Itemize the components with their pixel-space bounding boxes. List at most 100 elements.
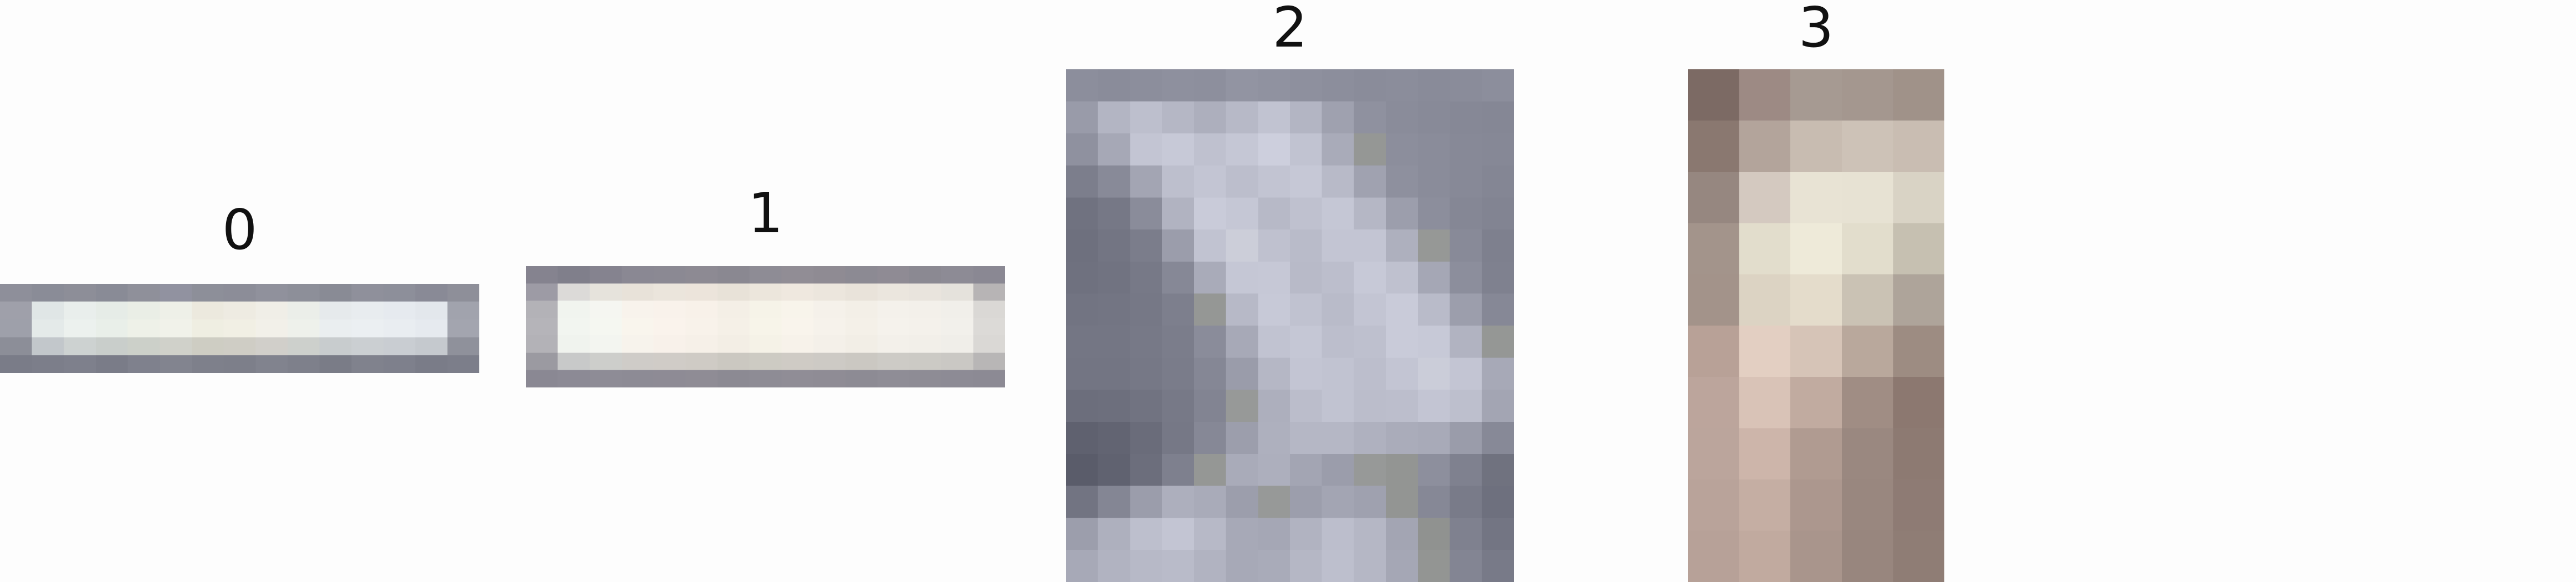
pixel <box>1482 165 1514 198</box>
panel-2: 2 <box>1066 0 1514 582</box>
pixel <box>1386 518 1419 551</box>
pixel <box>1226 453 1259 487</box>
pixel <box>1098 453 1131 487</box>
pixel <box>1066 325 1099 359</box>
pixel <box>557 300 591 319</box>
pixel <box>1417 261 1451 294</box>
pixel <box>526 353 559 371</box>
pixel <box>1417 133 1451 166</box>
pixel <box>1450 486 1483 519</box>
pixel <box>1130 197 1163 231</box>
pixel <box>718 353 750 371</box>
pixel <box>845 353 878 371</box>
pixel <box>1688 274 1740 327</box>
pixel <box>1098 486 1131 519</box>
pixel <box>1226 518 1259 551</box>
pixel <box>1322 133 1355 166</box>
pixel-grid <box>1066 69 1514 582</box>
pixel <box>1066 486 1099 519</box>
pixel <box>1226 229 1259 263</box>
pixel <box>1482 550 1514 582</box>
pixel <box>1098 133 1131 166</box>
pixel <box>1098 390 1131 423</box>
pixel <box>1290 486 1323 519</box>
pixel <box>1066 293 1099 326</box>
pixel <box>622 353 654 371</box>
pixel <box>160 302 193 320</box>
pixel <box>653 283 687 302</box>
pixel <box>877 370 910 387</box>
pixel <box>127 284 161 302</box>
pixel <box>1066 421 1099 455</box>
pixel <box>1841 223 1894 275</box>
pixel <box>447 319 479 338</box>
pixel <box>1386 390 1419 423</box>
pixel <box>1226 101 1259 134</box>
pixel <box>351 337 385 356</box>
pixel <box>1258 69 1291 102</box>
pixel <box>1194 293 1227 326</box>
pixel <box>1841 530 1894 582</box>
pixel <box>1194 518 1227 551</box>
pixel <box>415 319 448 338</box>
panel-1: 1 <box>526 186 1005 387</box>
pixel <box>877 353 910 371</box>
pixel <box>1098 358 1131 391</box>
pixel <box>1354 421 1387 455</box>
pixel <box>1162 453 1195 487</box>
panel-0-image <box>0 284 479 373</box>
pixel <box>1226 133 1259 166</box>
pixel <box>1739 325 1792 378</box>
pixel <box>288 355 320 373</box>
pixel <box>973 353 1005 371</box>
panel-0: 0 <box>0 202 479 373</box>
pixel <box>845 300 878 319</box>
panel-3: 3 <box>1688 0 1944 582</box>
pixel <box>1290 101 1323 134</box>
pixel <box>1258 133 1291 166</box>
pixel <box>1226 358 1259 391</box>
pixel <box>1417 421 1451 455</box>
pixel <box>1739 530 1792 582</box>
pixel <box>127 355 161 373</box>
pixel <box>877 318 910 336</box>
pixel-grid <box>1688 69 1944 582</box>
pixel <box>1226 293 1259 326</box>
pixel <box>1841 479 1894 532</box>
pixel <box>1290 229 1323 263</box>
pixel <box>1841 120 1894 173</box>
pixel <box>1790 274 1843 327</box>
pixel <box>223 302 257 320</box>
pixel <box>590 353 623 371</box>
pixel <box>1066 165 1099 198</box>
pixel <box>1354 197 1387 231</box>
pixel <box>1194 165 1227 198</box>
pixel <box>1162 229 1195 263</box>
pixel <box>1354 550 1387 582</box>
pixel <box>1322 390 1355 423</box>
pixel <box>749 300 782 319</box>
pixel <box>781 318 815 336</box>
pixel <box>1386 358 1419 391</box>
pixel <box>653 318 687 336</box>
pixel <box>319 337 352 356</box>
pixel <box>1130 486 1163 519</box>
pixel <box>1354 325 1387 359</box>
pixel <box>685 370 719 387</box>
pixel <box>1482 197 1514 231</box>
pixel <box>685 283 719 302</box>
pixel <box>653 335 687 354</box>
pixel <box>909 353 942 371</box>
pixel <box>32 284 65 302</box>
pixel <box>415 284 448 302</box>
pixel <box>1354 486 1387 519</box>
pixel <box>1226 486 1259 519</box>
pixel <box>973 318 1005 336</box>
pixel <box>1130 133 1163 166</box>
pixel <box>447 355 479 373</box>
pixel <box>1194 69 1227 102</box>
pixel <box>685 266 719 284</box>
pixel <box>288 302 320 320</box>
pixel <box>557 353 591 371</box>
pixel <box>1893 172 1944 224</box>
